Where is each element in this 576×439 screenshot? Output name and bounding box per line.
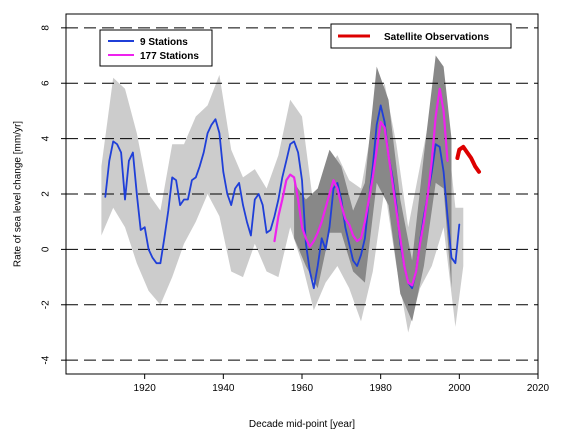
legend-satellite: Satellite Observations xyxy=(330,23,512,49)
series-line-177-stations xyxy=(273,87,449,287)
y-tick-label--4: -4 xyxy=(41,355,52,364)
y-tick-label-4: 4 xyxy=(41,135,52,141)
uncertainty-band-dark xyxy=(294,55,452,322)
series-line-satellite-observations xyxy=(455,144,481,174)
x-axis-title: Decade mid-point [year] xyxy=(249,419,355,430)
x-tick-label-1980: 1980 xyxy=(370,383,393,394)
x-tick-label-1960: 1960 xyxy=(291,383,314,394)
x-tick-label-2020: 2020 xyxy=(527,383,550,394)
y-tick-label-8: 8 xyxy=(41,25,52,31)
y-tick-label-2: 2 xyxy=(41,191,52,197)
axis-ticks: 1920 1940 1960 1980 2000 2020 -4 -2 0 2 4 6 8 xyxy=(41,25,550,394)
data-series xyxy=(104,87,481,290)
y-tick-label-0: 0 xyxy=(41,246,52,252)
legend-stations-box xyxy=(99,29,213,67)
y-tick-label-6: 6 xyxy=(41,80,52,86)
legend-177-stations-label: 177 Stations xyxy=(140,51,199,62)
y-axis-title: Rate of sea level change [mm/yr] xyxy=(13,121,24,267)
legend-9-stations-label: 9 Stations xyxy=(140,37,188,48)
y-tick-label--2: -2 xyxy=(41,300,52,309)
legend-satellite-label: Satellite Observations xyxy=(384,32,489,43)
x-tick-label-2000: 2000 xyxy=(448,383,471,394)
x-tick-label-1940: 1940 xyxy=(212,383,235,394)
legend-stations: 9 Stations 177 Stations xyxy=(99,29,213,67)
x-tick-label-1920: 1920 xyxy=(134,383,157,394)
